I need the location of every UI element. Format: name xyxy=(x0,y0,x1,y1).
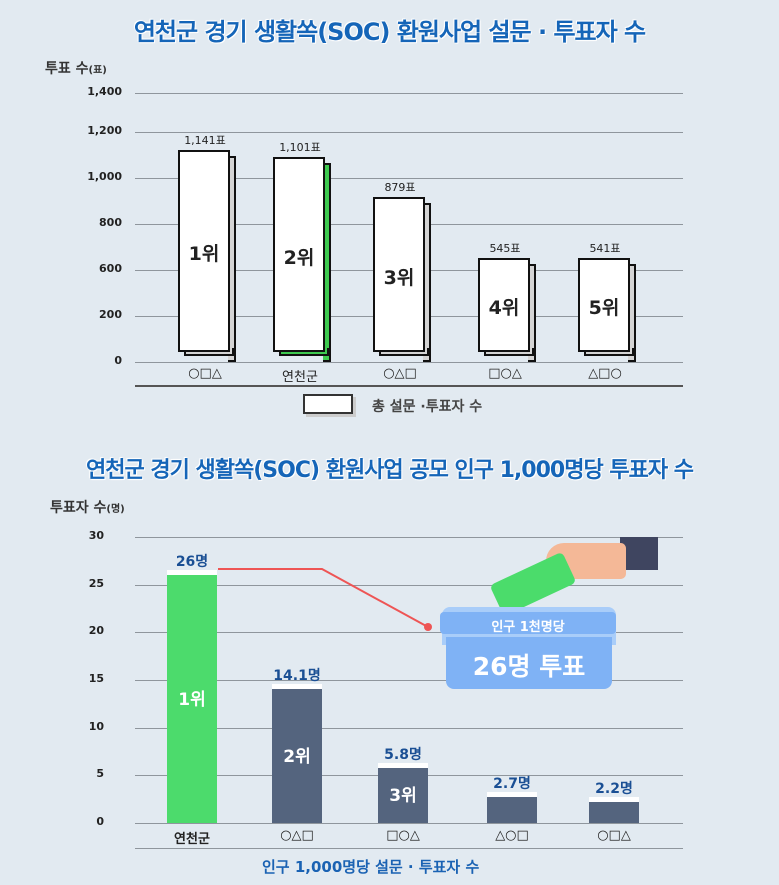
bar-bottom xyxy=(379,348,429,356)
bar-cap xyxy=(272,683,322,689)
bar-bottom xyxy=(484,348,534,356)
chart-1-title: 연천군 경기 생활쏙(SOC) 환원사업 설문 · 투표자 수 xyxy=(133,18,646,46)
bar: 5위 xyxy=(578,258,630,352)
gridline xyxy=(135,178,683,179)
ballot-box-line1: 인구 1천명당 xyxy=(440,612,616,635)
y-tick-label: 5 xyxy=(96,767,104,781)
bar-cap xyxy=(487,792,537,798)
rank-label: 5위 xyxy=(588,297,620,320)
chart-2-ylabel: 투표자 수(명) xyxy=(50,500,125,516)
y-tick-label: 30 xyxy=(88,529,104,542)
value-label: 1,141표 xyxy=(184,134,226,148)
y-tick-label: 1,400 xyxy=(87,85,122,98)
value-label: 26명 xyxy=(175,554,209,571)
gridline xyxy=(135,132,683,133)
rank-label: 2위 xyxy=(283,246,315,269)
value-label: 5.8명 xyxy=(384,746,422,763)
gridline xyxy=(135,537,683,538)
bar-side xyxy=(228,156,236,362)
gridline xyxy=(135,632,683,634)
bar-bottom xyxy=(184,348,234,356)
bar: 2위 xyxy=(273,157,325,352)
chart-2-title: 연천군 경기 생활쏙(SOC) 환원사업 공모 인구 1,000명당 투표자 수 xyxy=(86,458,694,483)
y-tick-label: 0 xyxy=(114,354,122,367)
bar-side xyxy=(628,264,636,362)
chart-2-divider xyxy=(135,848,683,849)
rank-label: 1위 xyxy=(188,243,220,266)
value-label: 1,101표 xyxy=(279,141,321,155)
chart-1: 1,400 1,200 1,000 800 600 200 0 1위 1,141표 ○□△ 2위 1,… xyxy=(0,0,779,430)
gridline xyxy=(135,823,683,824)
category-label: 연천군 xyxy=(174,832,210,847)
bar-cap xyxy=(167,570,217,576)
rank-label: 2위 xyxy=(283,746,311,767)
category-label: △○□ xyxy=(495,828,529,843)
value-label: 2.2명 xyxy=(595,781,633,798)
chart-1-ylabel: 투표 수(표) xyxy=(45,61,107,77)
category-label: ○△□ xyxy=(280,828,314,843)
value-label: 545표 xyxy=(489,241,521,255)
y-tick-label: 1,200 xyxy=(87,124,122,137)
gridline xyxy=(135,584,683,586)
y-tick-label: 0 xyxy=(96,815,104,828)
bar-bottom xyxy=(584,348,634,356)
bar xyxy=(589,802,639,823)
rank-label: 1위 xyxy=(178,690,206,711)
y-tick-label: 200 xyxy=(99,308,122,321)
value-label: 2.7명 xyxy=(493,776,531,793)
chart-1-legend-divider xyxy=(135,385,683,387)
value-label: 541표 xyxy=(589,242,621,256)
bar-cap xyxy=(378,762,428,768)
bar-side xyxy=(528,263,536,362)
bar: 2위 xyxy=(272,688,322,823)
bar xyxy=(487,797,537,823)
rank-label: 3위 xyxy=(389,786,417,807)
gridline xyxy=(135,93,683,94)
bar: 3위 xyxy=(378,767,428,823)
legend-swatch xyxy=(303,394,353,414)
gridline xyxy=(135,362,683,363)
category-label: ○△□ xyxy=(383,366,417,381)
bar-bottom xyxy=(279,348,329,356)
y-tick-label: 20 xyxy=(88,624,104,638)
y-tick-label: 25 xyxy=(88,576,104,590)
category-label: 연천군 xyxy=(282,370,318,385)
value-label: 14.1명 xyxy=(273,667,321,684)
rank-label: 3위 xyxy=(383,266,415,289)
y-tick-label: 15 xyxy=(88,672,104,685)
sleeve-icon xyxy=(620,537,658,570)
rank-label: 4위 xyxy=(488,296,520,319)
value-label: 879표 xyxy=(384,181,416,195)
category-label: ○□△ xyxy=(188,366,222,381)
y-tick-label: 600 xyxy=(99,262,122,275)
category-label: ○□△ xyxy=(597,828,631,843)
bar: 1위 xyxy=(178,150,230,352)
category-label: □○△ xyxy=(386,828,420,843)
ballot-box-line2: 26명 투표 xyxy=(446,637,612,689)
gridline xyxy=(135,727,683,729)
bar-cap xyxy=(589,797,639,803)
gridline xyxy=(135,680,683,681)
y-tick-label: 800 xyxy=(99,216,122,229)
bar: 4위 xyxy=(478,257,530,352)
bar-side xyxy=(423,203,431,362)
bar: 1위 xyxy=(167,575,217,823)
category-label: □○△ xyxy=(488,366,522,381)
chart-2-xlabel: 인구 1,000명당 설문 · 투표자 수 xyxy=(262,858,480,876)
category-label: △□○ xyxy=(588,366,622,381)
legend-label: 총 설문 ·투표자 수 xyxy=(372,399,483,415)
ballot-box-illustration: 인구 1천명당 26명 투표 xyxy=(438,537,660,692)
y-tick-label: 1,000 xyxy=(87,170,122,183)
bar: 3위 xyxy=(373,197,425,352)
y-tick-label: 10 xyxy=(88,719,104,733)
bar-side xyxy=(323,163,331,362)
